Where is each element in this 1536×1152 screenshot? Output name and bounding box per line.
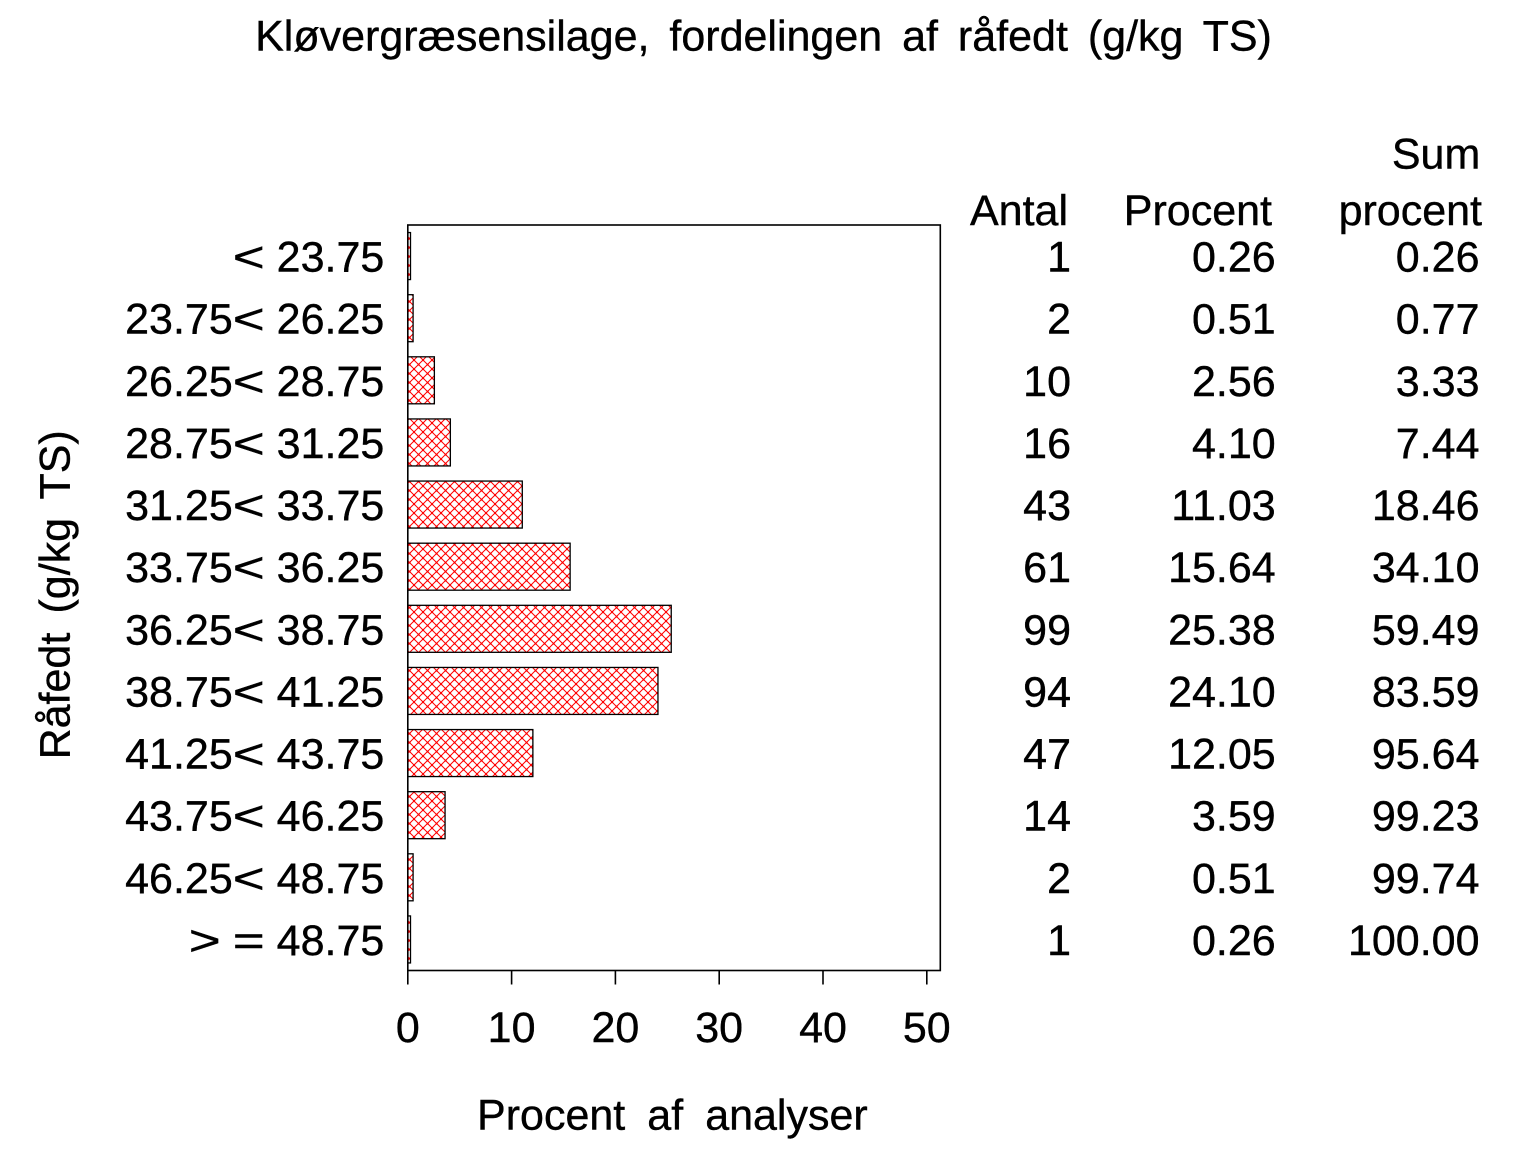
svg-text:43.75< 46.25: 43.75< 46.25 [125, 793, 384, 841]
svg-text:0.51: 0.51 [1192, 855, 1276, 903]
svg-text:1: 1 [1047, 234, 1071, 282]
svg-text:40: 40 [799, 1004, 847, 1052]
svg-text:2: 2 [1047, 855, 1071, 903]
svg-text:1: 1 [1047, 917, 1071, 965]
svg-text:83.59: 83.59 [1372, 668, 1480, 716]
svg-text:12.05: 12.05 [1168, 731, 1276, 779]
svg-text:15.64: 15.64 [1168, 544, 1276, 592]
svg-text:34.10: 34.10 [1372, 544, 1480, 592]
svg-text:99: 99 [1023, 606, 1071, 654]
svg-text:24.10: 24.10 [1168, 668, 1276, 716]
svg-text:2: 2 [1047, 296, 1071, 344]
svg-text:25.38: 25.38 [1168, 606, 1276, 654]
svg-text:0.26: 0.26 [1396, 234, 1480, 282]
svg-text:100.00: 100.00 [1348, 917, 1480, 965]
svg-text:47: 47 [1023, 731, 1071, 779]
svg-text:3.59: 3.59 [1192, 793, 1276, 841]
svg-text:0.77: 0.77 [1396, 296, 1480, 344]
svg-text:procent: procent [1339, 187, 1482, 235]
svg-text:43: 43 [1023, 482, 1071, 530]
svg-text:26.25< 28.75: 26.25< 28.75 [125, 358, 384, 406]
svg-text:61: 61 [1023, 544, 1071, 592]
svg-text:Sum: Sum [1392, 131, 1480, 179]
svg-text:14: 14 [1023, 793, 1071, 841]
svg-text:10: 10 [1023, 358, 1071, 406]
svg-text:99.74: 99.74 [1372, 855, 1480, 903]
svg-text:31.25< 33.75: 31.25< 33.75 [125, 482, 384, 530]
svg-text:4.10: 4.10 [1192, 420, 1276, 468]
svg-text:3.33: 3.33 [1396, 358, 1480, 406]
svg-text:41.25< 43.75: 41.25< 43.75 [125, 731, 384, 779]
svg-text:99.23: 99.23 [1372, 793, 1480, 841]
svg-text:2.56: 2.56 [1192, 358, 1276, 406]
svg-text:59.49: 59.49 [1372, 606, 1480, 654]
svg-text:28.75< 31.25: 28.75< 31.25 [125, 420, 384, 468]
svg-text:94: 94 [1023, 668, 1071, 716]
svg-text:Kløvergræsensilage, fordelinge: Kløvergræsensilage, fordelingen af råfed… [255, 13, 1272, 61]
svg-text:Antal: Antal [970, 187, 1068, 235]
svg-text:18.46: 18.46 [1372, 482, 1480, 530]
svg-text:95.64: 95.64 [1372, 731, 1480, 779]
svg-text:0.26: 0.26 [1192, 917, 1276, 965]
svg-text:0.51: 0.51 [1192, 296, 1276, 344]
svg-text:< 23.75: < 23.75 [233, 234, 385, 282]
svg-text:36.25< 38.75: 36.25< 38.75 [125, 606, 384, 654]
svg-text:0.26: 0.26 [1192, 234, 1276, 282]
svg-text:38.75< 41.25: 38.75< 41.25 [125, 668, 384, 716]
svg-text:50: 50 [903, 1004, 951, 1052]
svg-text:7.44: 7.44 [1396, 420, 1480, 468]
svg-text:16: 16 [1023, 420, 1071, 468]
svg-text:Råfedt (g/kg TS): Råfedt (g/kg TS) [32, 430, 80, 759]
svg-text:20: 20 [591, 1004, 639, 1052]
svg-text:30: 30 [695, 1004, 743, 1052]
svg-text:23.75< 26.25: 23.75< 26.25 [125, 296, 384, 344]
svg-text:Procent af analyser: Procent af analyser [477, 1091, 868, 1139]
svg-text:33.75< 36.25: 33.75< 36.25 [125, 544, 384, 592]
svg-text:11.03: 11.03 [1171, 482, 1275, 530]
svg-text:> = 48.75: > = 48.75 [189, 917, 385, 965]
svg-text:46.25< 48.75: 46.25< 48.75 [125, 855, 384, 903]
svg-text:10: 10 [488, 1004, 536, 1052]
svg-text:Procent: Procent [1124, 187, 1272, 235]
svg-text:0: 0 [396, 1004, 420, 1052]
